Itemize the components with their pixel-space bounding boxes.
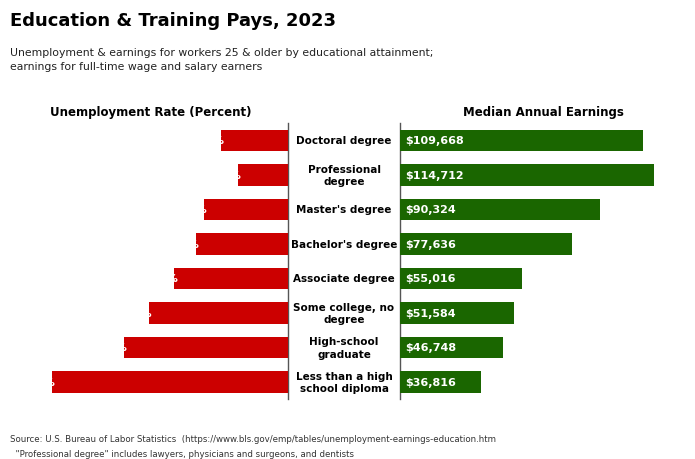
Text: Bachelor's degree: Bachelor's degree <box>291 240 398 249</box>
Bar <box>149 302 288 324</box>
Text: Education & Training Pays, 2023: Education & Training Pays, 2023 <box>10 11 336 29</box>
Bar <box>400 165 654 186</box>
Text: $46,748: $46,748 <box>405 343 457 353</box>
Bar <box>400 371 482 393</box>
Text: Doctoral degree: Doctoral degree <box>296 136 392 146</box>
Text: $36,816: $36,816 <box>405 377 456 387</box>
Text: Unemployment & earnings for workers 25 & older by educational attainment;
earnin: Unemployment & earnings for workers 25 &… <box>10 48 434 72</box>
Text: 3.9%: 3.9% <box>96 343 127 353</box>
Bar <box>400 302 514 324</box>
Text: 1.6%: 1.6% <box>193 136 224 146</box>
Bar <box>400 234 572 255</box>
Bar <box>204 199 288 221</box>
Bar <box>174 268 288 290</box>
Text: 3.3%: 3.3% <box>122 308 152 318</box>
Text: 1.2%: 1.2% <box>211 171 241 180</box>
Bar <box>400 268 522 290</box>
Text: 5.6%: 5.6% <box>24 377 56 387</box>
Bar <box>124 337 288 358</box>
Bar <box>400 337 503 358</box>
Text: Associate degree: Associate degree <box>293 274 395 284</box>
Text: "Professional degree" includes lawyers, physicians and surgeons, and dentists: "Professional degree" includes lawyers, … <box>10 449 354 458</box>
Text: Some college, no
degree: Some college, no degree <box>293 302 395 325</box>
Text: Master's degree: Master's degree <box>296 205 392 215</box>
Text: $114,712: $114,712 <box>405 171 464 180</box>
Bar <box>238 165 288 186</box>
Text: 2.0%: 2.0% <box>177 205 207 215</box>
Bar <box>221 130 288 152</box>
Text: 2.7%: 2.7% <box>147 274 178 284</box>
Bar <box>52 371 288 393</box>
Bar <box>400 199 600 221</box>
Text: $51,584: $51,584 <box>405 308 456 318</box>
Title: Median Annual Earnings: Median Annual Earnings <box>464 106 624 118</box>
Text: Professional
degree: Professional degree <box>307 164 381 187</box>
Text: $90,324: $90,324 <box>405 205 456 215</box>
Bar <box>400 130 643 152</box>
Text: $77,636: $77,636 <box>405 240 456 249</box>
Text: Less than a high
school diploma: Less than a high school diploma <box>295 371 393 393</box>
Text: $109,668: $109,668 <box>405 136 464 146</box>
Text: Source: U.S. Bureau of Labor Statistics  (https://www.bls.gov/emp/tables/unemplo: Source: U.S. Bureau of Labor Statistics … <box>10 434 496 443</box>
Text: $55,016: $55,016 <box>405 274 456 284</box>
Text: 2.2%: 2.2% <box>168 240 199 249</box>
Text: High-school
graduate: High-school graduate <box>309 336 379 359</box>
Bar <box>195 234 288 255</box>
Title: Unemployment Rate (Percent): Unemployment Rate (Percent) <box>51 106 252 118</box>
